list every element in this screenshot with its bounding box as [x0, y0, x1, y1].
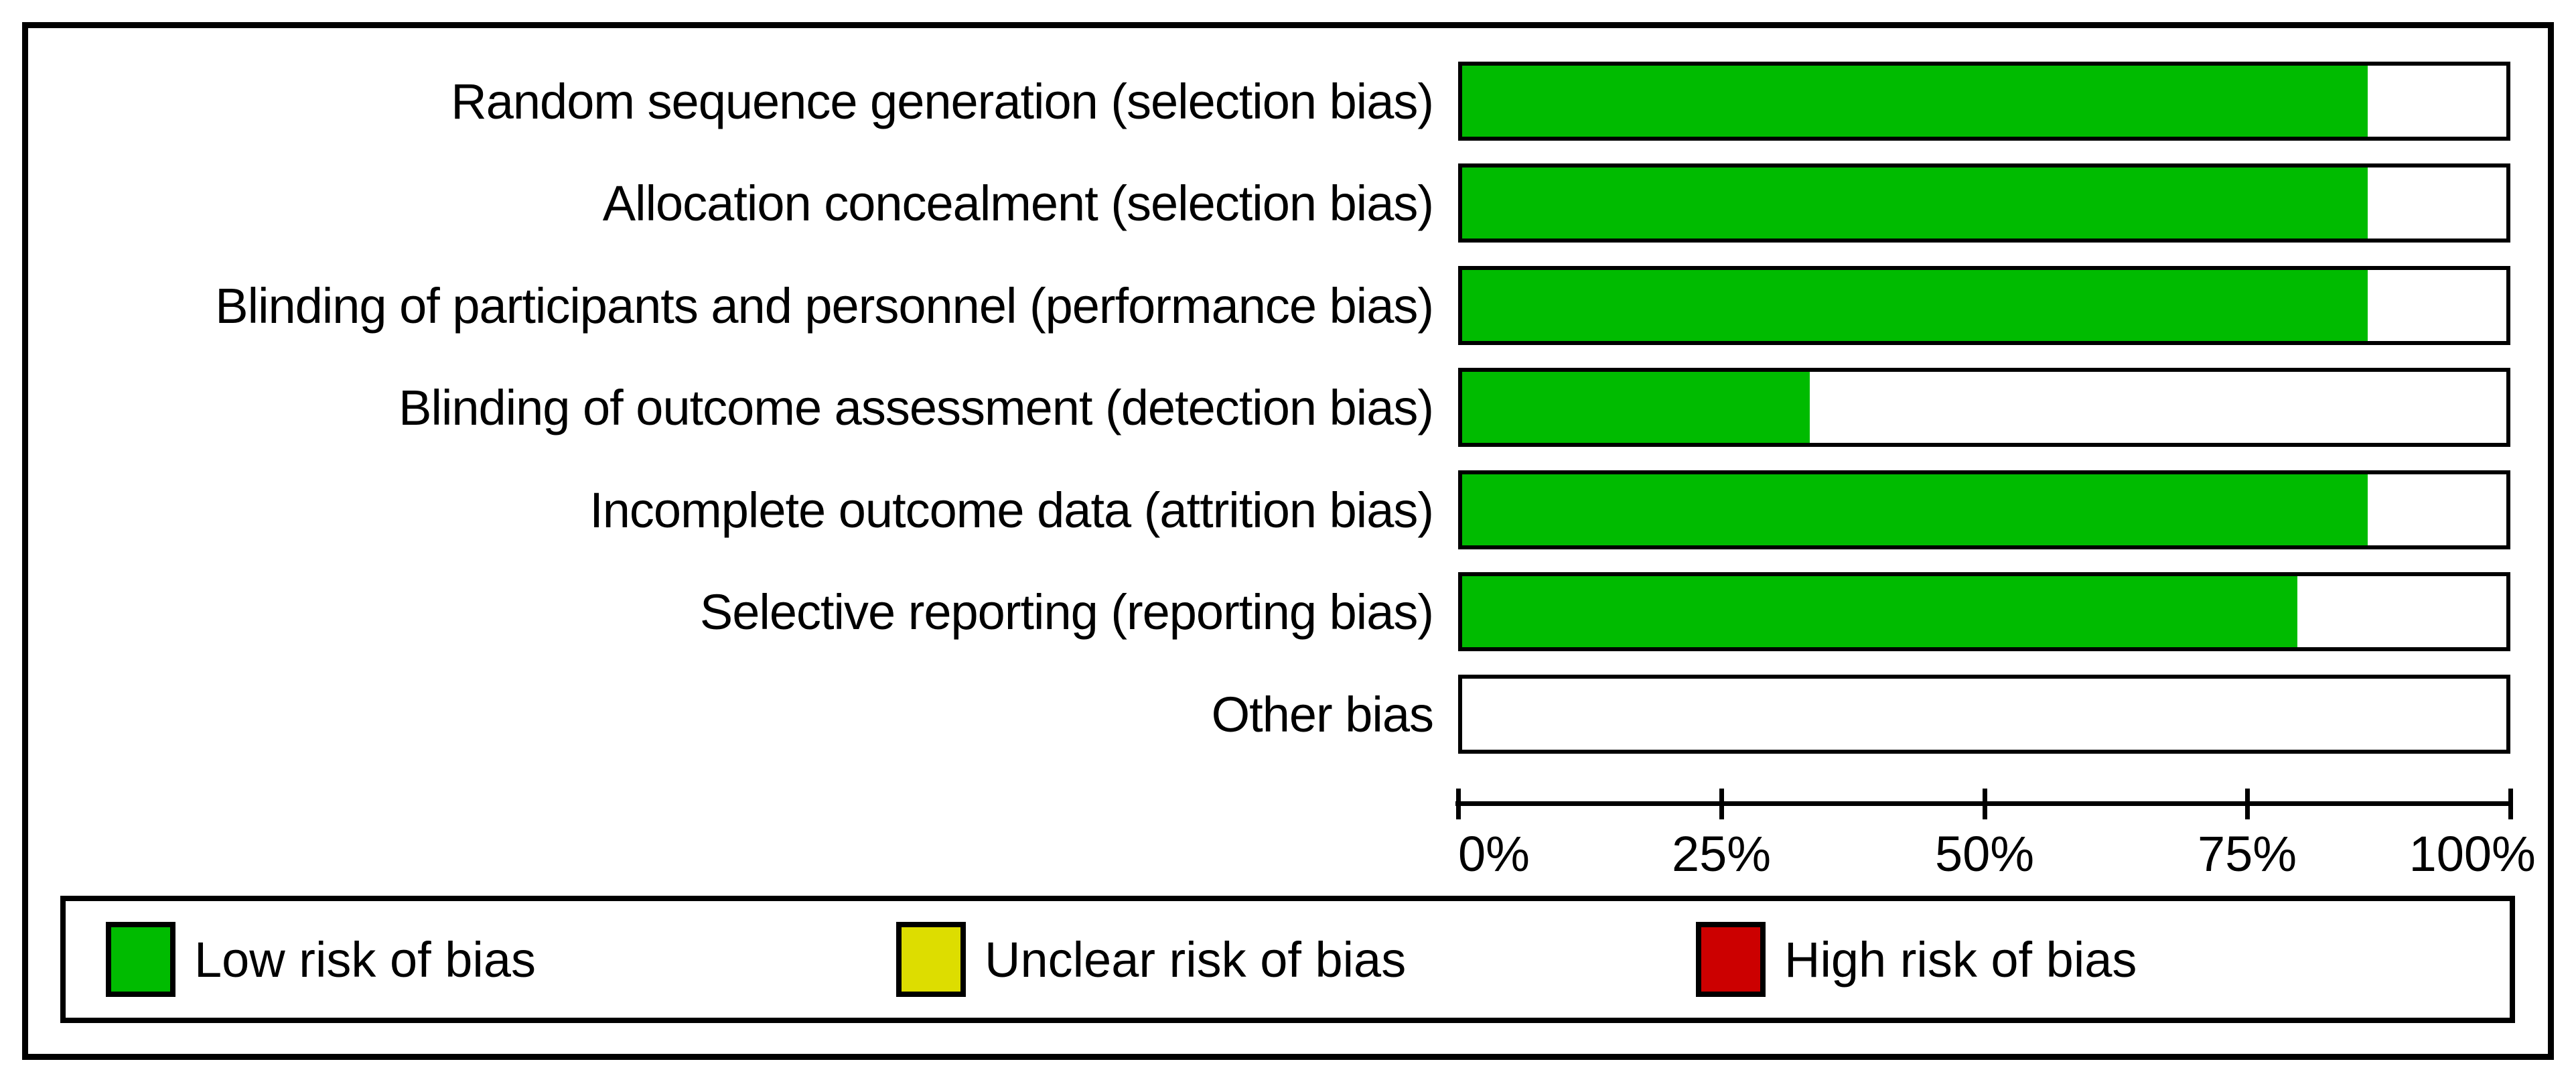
row-label-blinding-participants: Blinding of participants and personnel (…: [215, 277, 1434, 334]
axis-tick-label-0: 0%: [1458, 826, 1530, 882]
row-label-other-bias: Other bias: [1211, 686, 1434, 742]
bar-track: [1458, 62, 2510, 141]
axis-tick-100: [2508, 789, 2513, 819]
legend-label-high-risk: High risk of bias: [1784, 931, 2137, 988]
high-risk-swatch-icon: [1696, 922, 1766, 997]
bar-track: [1458, 675, 2510, 754]
bar-fill-low-risk: [1462, 474, 2368, 545]
row-label-selective-reporting: Selective reporting (reporting bias): [699, 584, 1434, 640]
legend-label-unclear-risk: Unclear risk of bias: [985, 931, 1407, 988]
axis-tick-label-100: 100%: [2409, 826, 2536, 882]
legend-item-high-risk: High risk of bias: [1696, 901, 2137, 1018]
row-label-allocation-concealment: Allocation concealment (selection bias): [602, 175, 1434, 231]
bar-track: [1458, 163, 2510, 243]
row-label-incomplete-outcome: Incomplete outcome data (attrition bias): [589, 482, 1434, 538]
bar-fill-low-risk: [1462, 576, 2298, 647]
bar-fill-low-risk: [1462, 66, 2368, 137]
row-label-random-sequence: Random sequence generation (selection bi…: [451, 73, 1434, 129]
bar-track: [1458, 470, 2510, 549]
row-label-blinding-outcome: Blinding of outcome assessment (detectio…: [399, 379, 1434, 435]
unclear-risk-swatch-icon: [896, 922, 966, 997]
low-risk-swatch-icon: [106, 922, 175, 997]
bar-fill-low-risk: [1462, 372, 1810, 443]
axis-tick-label-25: 25%: [1671, 826, 1772, 882]
axis-tick-label-75: 75%: [2197, 826, 2297, 882]
bar-track: [1458, 572, 2510, 651]
legend-item-unclear-risk: Unclear risk of bias: [896, 901, 1406, 1018]
bar-fill-low-risk: [1462, 167, 2368, 239]
bar-track: [1458, 266, 2510, 345]
legend: Low risk of bias Unclear risk of bias Hi…: [60, 896, 2515, 1023]
legend-label-low-risk: Low risk of bias: [194, 931, 536, 988]
axis-tick-0: [1456, 789, 1461, 819]
axis-tick-label-50: 50%: [1934, 826, 2035, 882]
axis-tick-75: [2245, 789, 2250, 819]
axis-tick-50: [1983, 789, 1987, 819]
figure-border: [22, 22, 2554, 1060]
axis-tick-25: [1719, 789, 1724, 819]
legend-item-low-risk: Low risk of bias: [106, 901, 536, 1018]
bar-track: [1458, 368, 2510, 447]
bar-fill-low-risk: [1462, 270, 2368, 341]
